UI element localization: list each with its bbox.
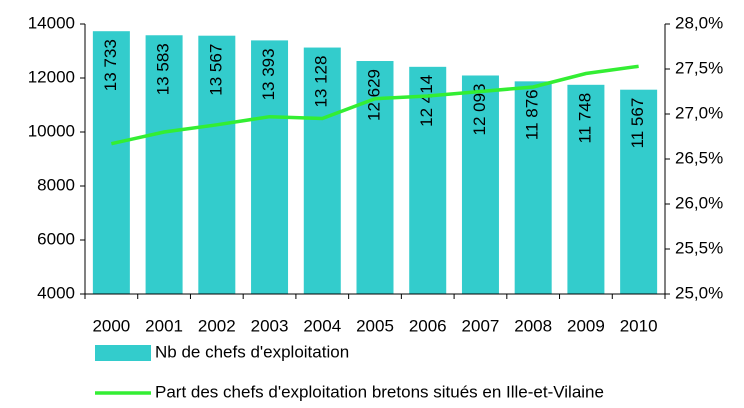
y-tick-label: 12000 (28, 67, 75, 86)
bar (251, 40, 289, 294)
y2-tick-label: 26,5% (675, 148, 723, 167)
x-tick-label: 2001 (145, 316, 183, 335)
bar (409, 66, 447, 295)
line (110, 64, 639, 146)
bar (92, 31, 130, 295)
data-label: 13 567 (206, 44, 225, 96)
x-tick-label: 2000 (92, 316, 130, 335)
data-label: 12 093 (470, 83, 489, 135)
bar (620, 89, 658, 294)
data-label: 11 876 (523, 89, 542, 140)
y-tick-label: 8000 (37, 175, 75, 194)
y2-tick-label: 25,0% (675, 283, 723, 302)
x-tick-label: 2005 (356, 316, 394, 335)
y2-tick-label: 27,0% (675, 103, 723, 122)
data-label: 13 393 (259, 48, 278, 100)
x-tick-label: 2008 (514, 316, 552, 335)
data-label: 13 733 (101, 39, 120, 91)
x-tick-label: 2006 (409, 316, 447, 335)
x-tick-label: 2004 (303, 316, 341, 335)
bar (567, 84, 605, 294)
y-tick-label: 4000 (37, 283, 75, 302)
x-tick-label: 2009 (567, 316, 605, 335)
data-label: 13 128 (312, 56, 331, 108)
legend-swatch (95, 345, 151, 361)
y-tick-label: 10000 (28, 121, 75, 140)
y-tick-label: 14000 (28, 13, 75, 32)
data-label: 12 414 (417, 75, 436, 127)
data-label: 13 583 (154, 43, 173, 95)
y2-tick-label: 28,0% (675, 13, 723, 32)
bar (145, 35, 183, 294)
x-tick-label: 2003 (251, 316, 289, 335)
y2-tick-label: 25,5% (675, 238, 723, 257)
y2-tick-label: 27,5% (675, 58, 723, 77)
bar (514, 81, 552, 295)
legend-label: Nb de chefs d'exploitation (155, 342, 349, 361)
bar (461, 75, 499, 294)
x-tick-label: 2010 (620, 316, 658, 335)
data-label: 11 567 (628, 98, 647, 149)
data-label: 11 748 (575, 93, 594, 144)
x-tick-label: 2007 (462, 316, 500, 335)
data-label: 12 629 (364, 69, 383, 121)
x-tick-label: 2002 (198, 316, 236, 335)
bar (303, 47, 341, 294)
bar (198, 35, 236, 294)
y-tick-label: 6000 (37, 229, 75, 248)
legend-label: Part des chefs d'exploitation bretons si… (155, 382, 604, 401)
y2-tick-label: 26,0% (675, 193, 723, 212)
